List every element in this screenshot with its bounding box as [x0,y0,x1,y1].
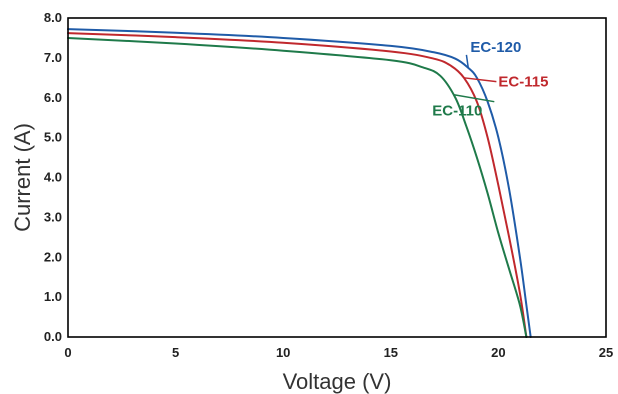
y-tick-label: 1.0 [44,289,62,304]
series-line-ec-110 [67,36,528,338]
annotation-leader-ec-120 [465,54,470,68]
series-label-ec-110: EC-110 [432,103,482,120]
x-tick-label: 0 [64,345,71,360]
annotation-leader-ec-110 [453,93,495,103]
y-tick-label: 5.0 [44,130,62,145]
series-layer [67,28,532,338]
plot-area-frame [67,17,607,338]
x-tick-label: 15 [384,345,398,360]
x-tick-label: 25 [599,345,613,360]
y-tick-label: 0.0 [44,329,62,344]
x-tick-label: 20 [491,345,505,360]
x-axis-title: Voltage (V) [283,369,392,394]
y-tick-label: 7.0 [44,50,62,65]
series-line-ec-120 [67,28,532,338]
series-line-ec-115 [67,32,528,338]
y-tick-label: 8.0 [44,10,62,25]
series-label-ec-115: EC-115 [498,74,548,91]
annotation-leader-ec-115 [463,77,497,83]
x-tick-label: 5 [172,345,179,360]
y-tick-label: 4.0 [44,170,62,185]
annotation-layer: EC-120 EC-115 EC-110 [432,39,548,120]
y-tick-label: 3.0 [44,209,62,224]
tick-layer: 0 5 10 15 20 25 0.0 1.0 2.0 3.0 4.0 5.0 6.0 7.0 8.0 [44,10,613,360]
y-axis-title: Current (A) [10,123,35,232]
x-tick-label: 10 [276,345,290,360]
y-tick-label: 6.0 [44,90,62,105]
y-tick-label: 2.0 [44,249,62,264]
series-label-ec-120: EC-120 [470,39,521,56]
